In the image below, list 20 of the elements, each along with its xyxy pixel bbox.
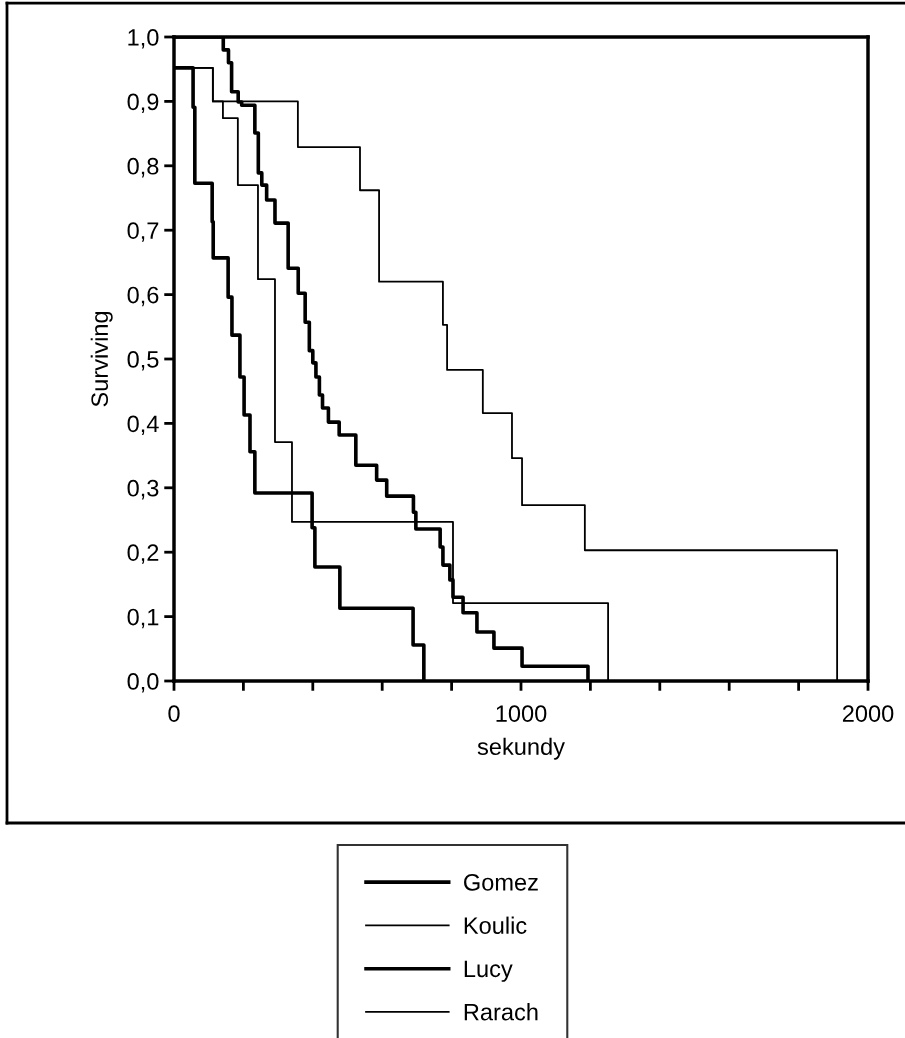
legend-label: Rarach xyxy=(464,1003,538,1021)
x-tick-label: 1000 xyxy=(496,705,547,722)
y-tick-label: 0,5 xyxy=(127,351,159,371)
x-tick-label: 0 xyxy=(168,705,180,722)
y-tick-label: 0,9 xyxy=(127,93,159,113)
y-tick-label: 0,1 xyxy=(127,608,159,629)
x-axis-title: sekundy xyxy=(477,737,565,760)
y-tick-label: 0,7 xyxy=(127,222,159,242)
y-tick-label: 0,0 xyxy=(127,673,159,693)
y-tick-label: 0,3 xyxy=(127,479,159,500)
y-tick-label: 0,6 xyxy=(127,286,159,307)
x-tick-label: 2000 xyxy=(842,705,894,722)
legend-label: Koulic xyxy=(464,916,527,934)
y-tick-label: 0,2 xyxy=(127,544,159,564)
y-axis-title: Surviving xyxy=(90,311,113,407)
legend-label: Gomez xyxy=(464,873,538,891)
y-tick-label: 0,4 xyxy=(127,415,159,435)
legend-label: Lucy xyxy=(464,960,513,982)
y-tick-label: 1,0 xyxy=(128,29,159,49)
y-tick-label: 0,8 xyxy=(127,157,159,178)
